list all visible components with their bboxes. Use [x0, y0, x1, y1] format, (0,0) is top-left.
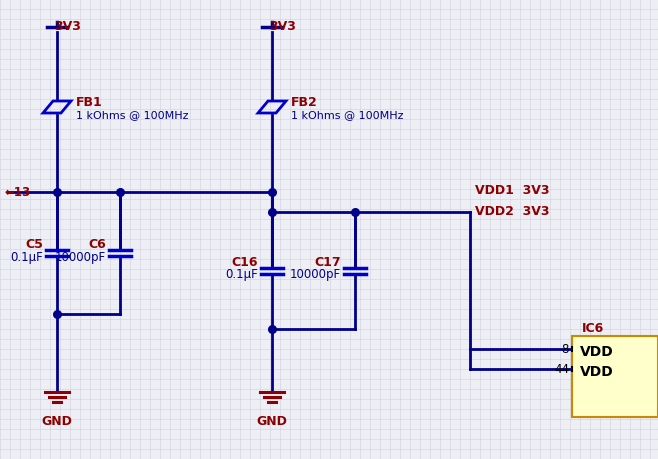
Text: VDD1  3V3: VDD1 3V3: [475, 183, 549, 196]
Text: C6: C6: [88, 238, 106, 251]
Text: VDD: VDD: [580, 364, 614, 378]
Text: C5: C5: [25, 238, 43, 251]
Text: IC6: IC6: [582, 322, 604, 335]
Text: 10000pF: 10000pF: [55, 250, 106, 263]
Text: GND: GND: [257, 414, 288, 427]
Text: FB1: FB1: [76, 96, 103, 109]
Text: GND: GND: [41, 414, 72, 427]
Text: 1 kOhms @ 100MHz: 1 kOhms @ 100MHz: [76, 110, 188, 120]
Text: VDD2  3V3: VDD2 3V3: [475, 205, 549, 218]
Text: C17: C17: [315, 256, 341, 269]
Text: C16: C16: [232, 256, 258, 269]
Text: VDD: VDD: [580, 344, 614, 358]
Text: 1 kOhms @ 100MHz: 1 kOhms @ 100MHz: [291, 110, 403, 120]
Text: 44: 44: [554, 363, 569, 375]
Text: 3V3: 3V3: [269, 20, 296, 33]
Text: 8: 8: [562, 343, 569, 356]
FancyBboxPatch shape: [572, 336, 658, 417]
Text: 3V3: 3V3: [54, 20, 81, 33]
Text: 10000pF: 10000pF: [290, 268, 341, 280]
Text: 0.1μF: 0.1μF: [11, 250, 43, 263]
Text: ←13: ←13: [4, 186, 30, 199]
Text: 0.1μF: 0.1μF: [225, 268, 258, 280]
Text: FB2: FB2: [291, 96, 318, 109]
